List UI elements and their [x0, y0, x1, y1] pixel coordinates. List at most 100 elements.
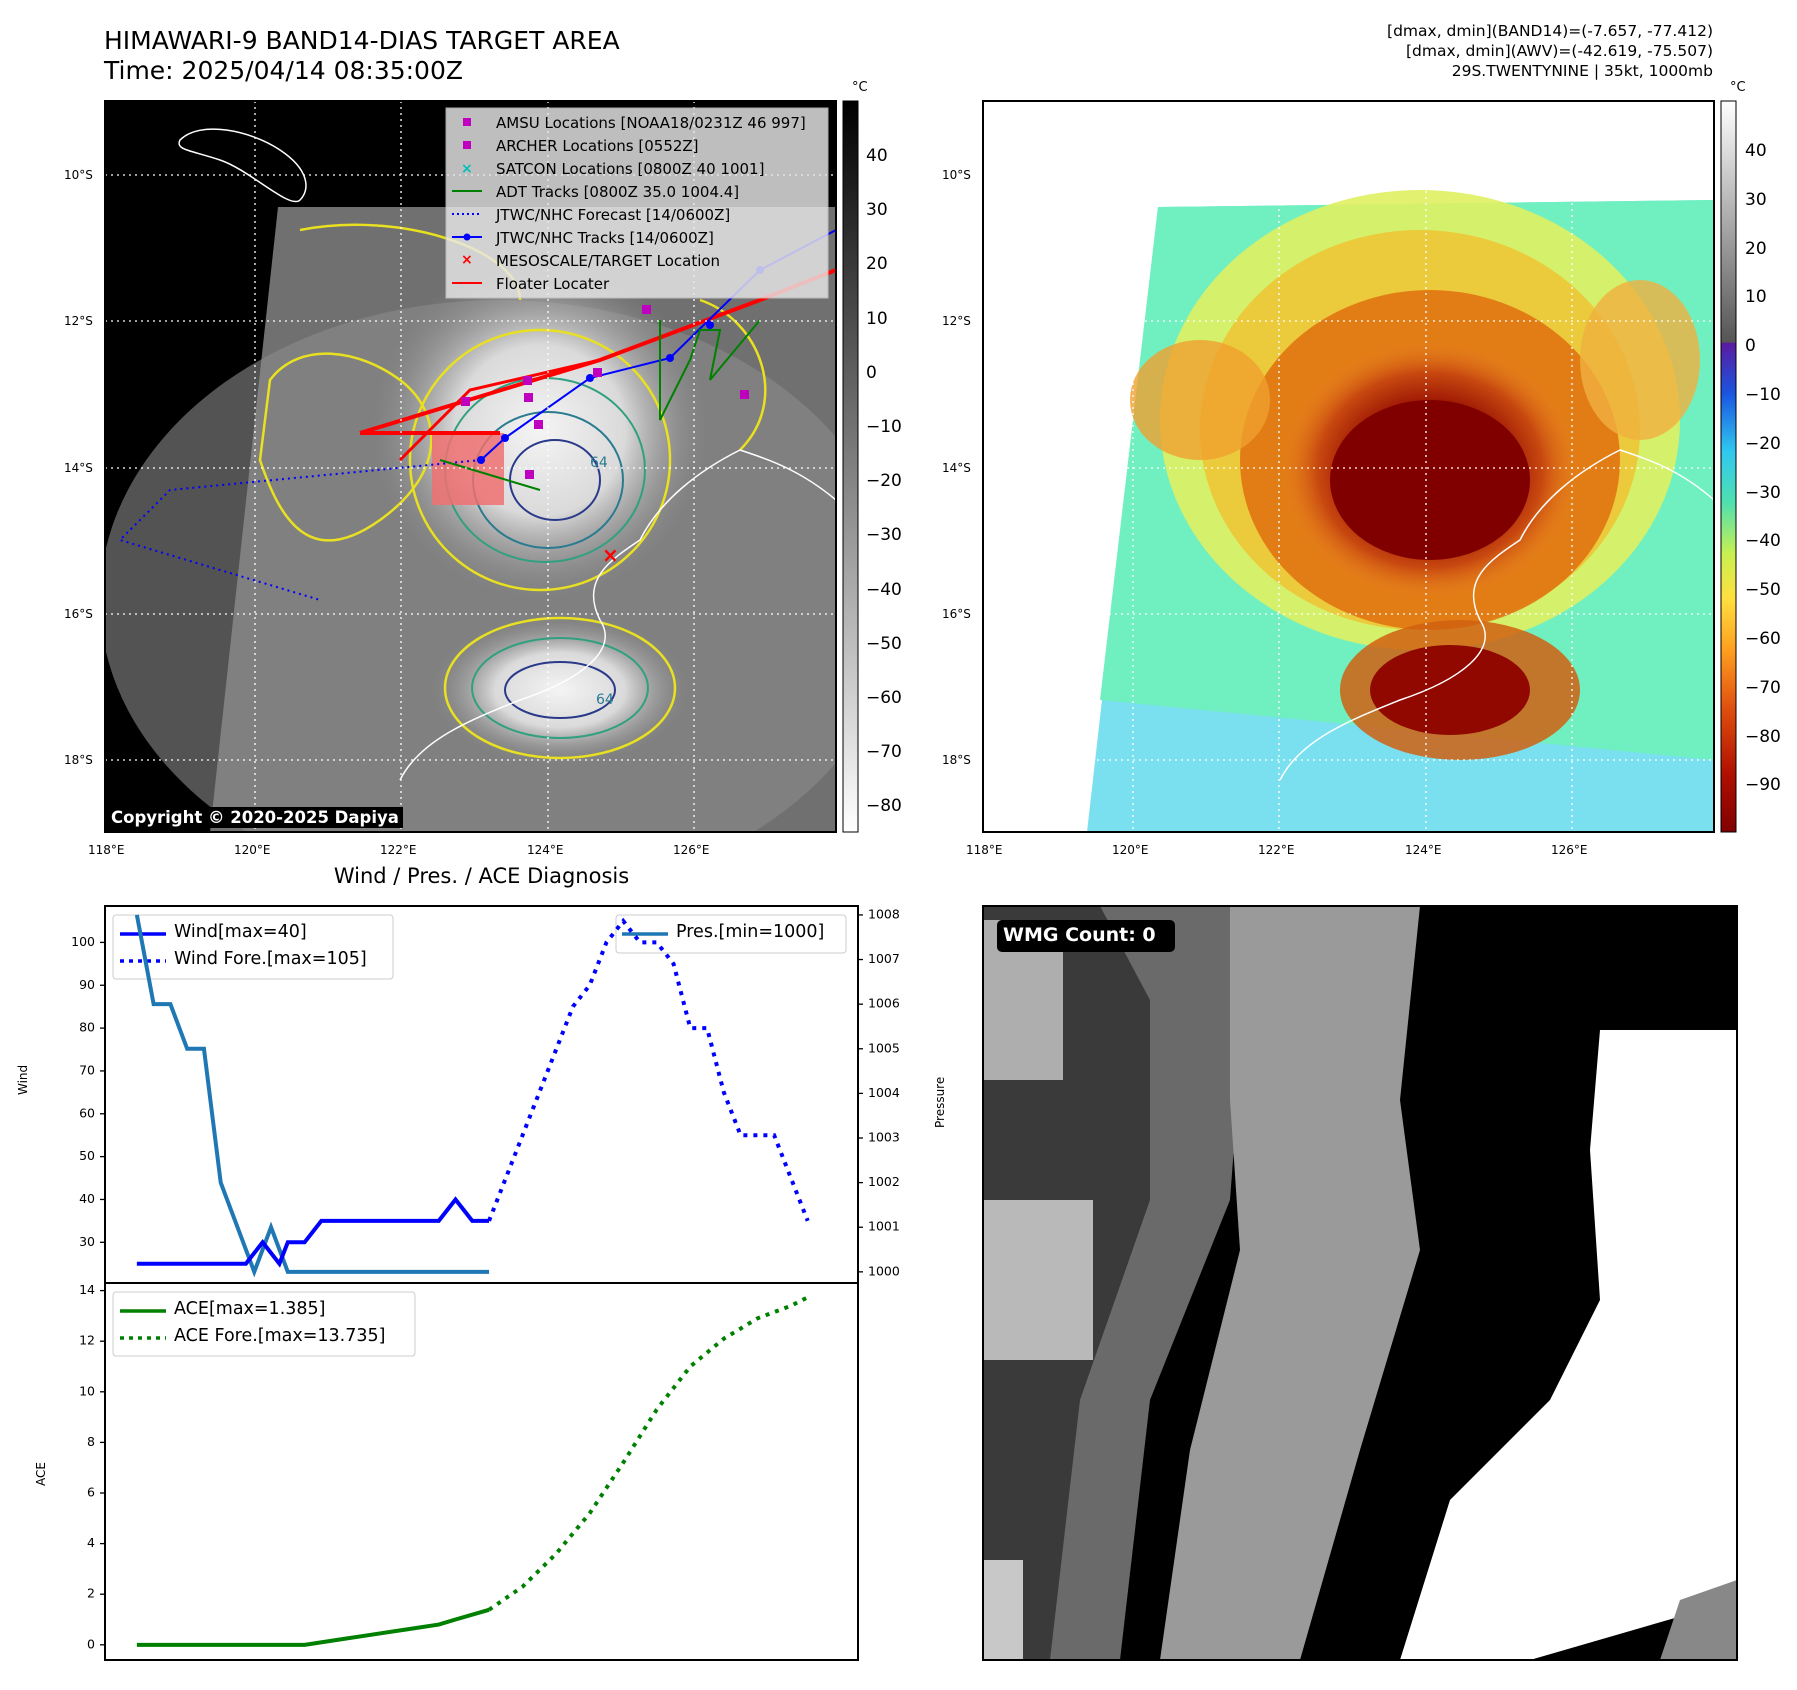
ir-colorbar-tick: −10 [866, 417, 902, 437]
wind-line [136, 1196, 490, 1268]
ace-line [136, 1607, 490, 1647]
contour-label-1: 64 [590, 455, 608, 471]
wv-lat-label: 16°S [942, 607, 971, 621]
pressure-tick: 1006 [868, 996, 900, 1011]
ir-colorbar-tick: −70 [866, 742, 902, 763]
ir-colorbar-tick: 30 [866, 200, 888, 221]
legend-pressure: Pres.[min=1000] [676, 922, 825, 942]
pressure-axis-label: Pressure [933, 1076, 947, 1128]
ace-frame [104, 1282, 859, 1661]
ir-colorbar-tick: 40 [866, 146, 888, 166]
ace-tick: 2 [87, 1586, 95, 1601]
ace-legend [112, 1291, 416, 1357]
legend-wind-fore: Wind Fore.[max=105] [174, 949, 367, 969]
ir-colorbar [842, 100, 859, 833]
diagnosis-ticks: 3040506070809010010001001100210031004100… [71, 906, 900, 1651]
wv-lon-label: 124°E [1405, 843, 1442, 857]
ir-lon-label: 122°E [380, 843, 417, 857]
wind-tick: 80 [79, 1020, 95, 1035]
wv-colorbar-tick: 20 [1745, 238, 1767, 259]
ir-colorbar-tick: 20 [866, 254, 888, 275]
ir-lon-label: 118°E [88, 843, 125, 857]
pressure-tick: 1004 [868, 1085, 900, 1100]
ir-lat-label: 12°S [64, 314, 93, 328]
ace-tick: 6 [87, 1485, 95, 1500]
svg-text:×: × [461, 161, 473, 177]
legend-jtwc-tracks: JTWC/NHC Tracks [14/0600Z] [496, 229, 714, 247]
wv-lat-label: 18°S [942, 753, 971, 767]
wv-colorbar-tick: 30 [1745, 189, 1767, 210]
wv-colorbar [1720, 100, 1737, 833]
ir-legend-symbols: × × [452, 118, 482, 284]
legend-wind: Wind[max=40] [174, 922, 307, 942]
pressure-tick: 1005 [868, 1040, 900, 1055]
ir-colorbar-tick: 0 [866, 362, 877, 383]
ace-tick: 8 [87, 1434, 95, 1449]
wind-axis-label: Wind [16, 1064, 30, 1095]
ace-forecast-line [487, 1295, 809, 1612]
ir-colorbar-tick: −50 [866, 633, 902, 654]
ir-colorbar-tick: 10 [866, 308, 888, 329]
ir-colorbar-tick: −20 [866, 471, 902, 492]
wv-lon-label: 122°E [1258, 843, 1295, 857]
wv-colorbar-tick: −50 [1745, 580, 1781, 601]
ir-lat-label: 10°S [64, 168, 93, 182]
wv-lon-label: 126°E [1551, 843, 1588, 857]
ir-colorbar-tick: −80 [866, 796, 902, 817]
ace-tick: 10 [79, 1383, 95, 1398]
info-storm: 29S.TWENTYNINE | 35kt, 1000mb [1451, 62, 1713, 80]
wv-colorbar-tick: −90 [1745, 775, 1781, 796]
legend-amsu: AMSU Locations [NOAA18/0231Z 46 997] [496, 114, 806, 132]
svg-text:×: × [461, 252, 473, 268]
legend-satcon: SATCON Locations [0800Z 40 1001] [496, 160, 765, 178]
legend-archer: ARCHER Locations [0552Z] [496, 137, 699, 155]
wv-colorbar-unit: °C [1730, 80, 1746, 95]
ir-lon-label: 124°E [527, 843, 564, 857]
pressure-legend [615, 914, 847, 954]
legend-target: MESOSCALE/TARGET Location [496, 252, 721, 270]
wmg-count-label: WMG Count: 0 [1003, 924, 1156, 946]
legend-jtwc-forecast: JTWC/NHC Forecast [14/0600Z] [496, 206, 731, 224]
ace-tick: 4 [87, 1535, 95, 1550]
figure-title: HIMAWARI-9 BAND14-DIAS TARGET AREA [104, 26, 620, 55]
ir-legend-labels: AMSU Locations [NOAA18/0231Z 46 997] ARC… [496, 112, 806, 296]
info-band14: [dmax, dmin](BAND14)=(-7.657, -77.412) [1387, 22, 1713, 40]
wind-tick: 40 [79, 1191, 95, 1206]
contour-label-2: 64 [596, 692, 614, 708]
wv-colorbar-tick: −40 [1745, 531, 1781, 552]
wind-tick: 100 [71, 934, 95, 949]
legend-floater: Floater Locater [496, 275, 610, 293]
ir-lat-label: 16°S [64, 607, 93, 621]
wv-lat-label: 10°S [942, 168, 971, 182]
wind-legend [112, 914, 394, 980]
ir-legend [445, 107, 829, 299]
pressure-line [134, 914, 490, 1278]
wind-tick: 50 [79, 1148, 95, 1163]
legend-adt: ADT Tracks [0800Z 35.0 1004.4] [496, 183, 740, 201]
ace-axis-label: ACE [34, 1462, 48, 1486]
wind-tick: 70 [79, 1062, 95, 1077]
pressure-tick: 1003 [868, 1130, 900, 1145]
ace-tick: 14 [79, 1282, 95, 1297]
pressure-tick: 1002 [868, 1174, 900, 1189]
wv-colorbar-tick: −30 [1745, 482, 1781, 503]
figure-time: Time: 2025/04/14 08:35:00Z [104, 56, 463, 85]
ace-tick: 12 [79, 1333, 95, 1348]
ace-tick: 0 [87, 1636, 95, 1651]
ir-colorbar-unit: °C [852, 80, 868, 95]
wmg-panel [982, 905, 1738, 1661]
wv-colorbar-tick: 0 [1745, 336, 1756, 357]
pressure-tick: 1000 [868, 1263, 900, 1278]
wv-lat-label: 12°S [942, 314, 971, 328]
pressure-tick: 1008 [868, 906, 900, 921]
copyright-label: Copyright © 2020-2025 Dapiya [107, 807, 403, 828]
wind-tick: 30 [79, 1234, 95, 1249]
ir-colorbar-tick: −40 [866, 579, 902, 600]
wv-map [983, 101, 1714, 832]
wv-colorbar-tick: −80 [1745, 726, 1781, 747]
wind-tick: 90 [79, 977, 95, 992]
pressure-tick: 1007 [868, 951, 900, 966]
ir-colorbar-tick: −30 [866, 525, 902, 546]
wv-lat-label: 14°S [942, 461, 971, 475]
